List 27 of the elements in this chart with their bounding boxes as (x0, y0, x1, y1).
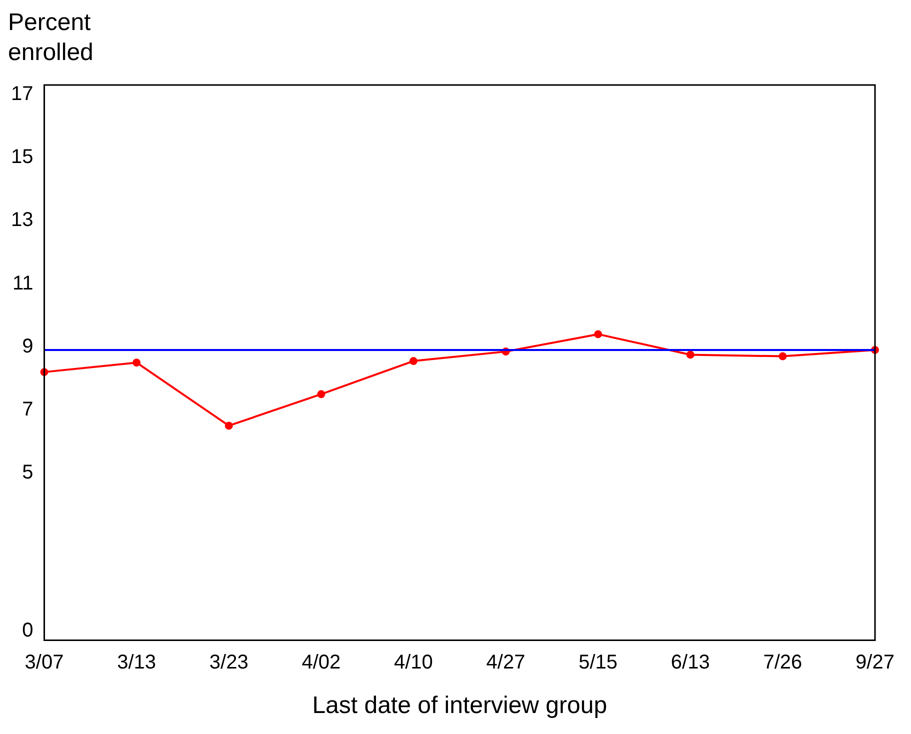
point (778, 352, 787, 360)
y-tick-label: 13 (10, 209, 34, 232)
point (224, 422, 233, 430)
y-tick-label: 17 (10, 82, 34, 105)
point (409, 357, 418, 366)
y-tick-label: 15 (10, 146, 34, 168)
y-tick-label: 11 (12, 272, 34, 294)
point (594, 330, 602, 338)
x-tick-label: 3/13 (117, 652, 156, 674)
x-tick-label: 3/07 (24, 652, 64, 674)
x-tick-label: 7/26 (763, 652, 802, 674)
y-tick-label: 0 (22, 619, 34, 642)
point (317, 390, 326, 398)
y-tick-label: 7 (22, 398, 34, 420)
y-axis-title: Percent enrolled (8, 8, 94, 68)
x-tick-label: 4/27 (486, 652, 526, 674)
x-tick-label: 4/02 (302, 652, 341, 674)
x-tick-label: 5/15 (578, 652, 618, 674)
x-tick-label: 4/10 (394, 652, 433, 674)
x-tick-label: 9/27 (856, 652, 894, 674)
x-axis-title: Last date of interview group (312, 692, 608, 720)
point (686, 350, 694, 359)
y-tick-label: 5 (22, 462, 34, 484)
x-tick-label: 3/23 (209, 652, 248, 674)
x-tick-label: 6/13 (670, 652, 710, 674)
y-tick-label: 9 (22, 335, 34, 358)
point (132, 358, 141, 367)
